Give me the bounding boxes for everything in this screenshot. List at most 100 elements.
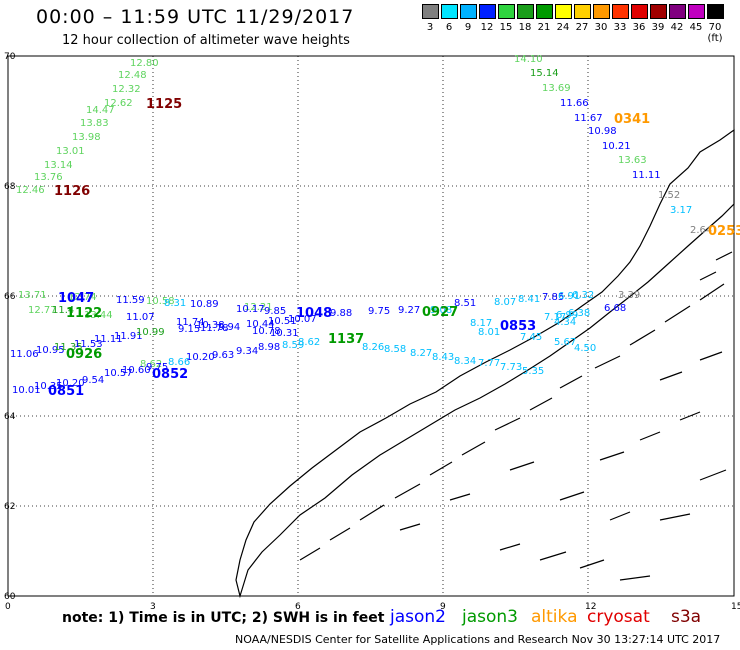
pass-time-label: 1122 (66, 306, 102, 321)
legend-label: 33 (613, 22, 627, 33)
wave-height-label: 10.89 (190, 299, 219, 310)
wave-height-label: 13.69 (542, 83, 571, 94)
wave-height-label: 12.46 (16, 185, 45, 196)
satellite-key-altika: altika (531, 607, 578, 627)
wave-height-label: 9.08 (430, 305, 452, 316)
wave-height-label: 13.44 (84, 310, 113, 321)
wave-height-label: 7.45 (520, 332, 542, 343)
y-tick-label: 68 (4, 182, 16, 192)
legend-swatch (555, 4, 572, 19)
wave-height-label: 4.50 (574, 343, 596, 354)
wave-height-label: 3.39 (618, 290, 640, 301)
wave-height-label: 9.27 (398, 305, 420, 316)
wave-height-label: 8.59 (282, 340, 304, 351)
legend-label: 45 (689, 22, 703, 33)
wave-height-label: 8.43 (432, 352, 454, 363)
map-frame (7, 55, 735, 597)
legend-swatch (422, 4, 439, 19)
wave-height-label: 8.62 (140, 359, 162, 370)
legend-label: 18 (518, 22, 532, 33)
satellite-key-jason2: jason2 (390, 607, 446, 627)
legend-swatch (707, 4, 724, 19)
wave-height-label: 10.17 (236, 304, 265, 315)
coastline-islands (399, 251, 733, 581)
legend-label: 9 (464, 22, 472, 33)
wave-height-label: 12.62 (104, 98, 133, 109)
y-tick-label: 70 (4, 52, 16, 62)
wave-height-label: 13.83 (80, 118, 109, 129)
wave-height-label: 11.4 (52, 305, 74, 316)
legend-swatch (631, 4, 648, 19)
y-tick-label: 64 (4, 412, 16, 422)
wave-height-label: 13.98 (72, 132, 101, 143)
x-tick-label: 6 (295, 602, 301, 612)
wave-height-label: 14.47 (86, 105, 115, 116)
wave-height-label: 6.99 (556, 310, 578, 321)
wave-height-label: 7.85 (542, 292, 564, 303)
coastline-main (235, 128, 735, 599)
coastline (235, 128, 735, 599)
wave-height-label: 13.01 (56, 146, 85, 157)
legend-label: 39 (651, 22, 665, 33)
wave-height-label: 10.07 (288, 314, 317, 325)
legend-label: 42 (670, 22, 684, 33)
wave-height-label: 11.06 (10, 349, 39, 360)
wave-height-label: 12.80 (130, 58, 159, 69)
legend-swatch (669, 4, 686, 19)
legend-label: 30 (594, 22, 608, 33)
satellite-key-s3a: s3a (671, 607, 702, 627)
wave-height-label: 8.98 (258, 342, 280, 353)
map-subtitle: 12 hour collection of altimeter wave hei… (62, 33, 350, 48)
pass-time-label: 0253 (708, 224, 740, 239)
wave-height-label: 8.31 (164, 298, 186, 309)
y-tick-label: 66 (4, 292, 16, 302)
pass-time-label: 0341 (614, 112, 650, 127)
pass-time-label: 1126 (54, 184, 90, 199)
wave-height-label: 8.51 (454, 298, 476, 309)
legend-label: 21 (537, 22, 551, 33)
wave-height-label: 10.95 (36, 345, 65, 356)
wave-height-label: 7.73 (500, 362, 522, 373)
legend-swatch (479, 4, 496, 19)
wave-height-label: 7.77 (478, 358, 500, 369)
legend-label: 27 (575, 22, 589, 33)
wave-height-label: 10.57 (104, 368, 133, 379)
wave-height-label: 10.01 (12, 385, 41, 396)
wave-height-label: 9.88 (330, 308, 352, 319)
wave-height-label: 9.85 (264, 306, 286, 317)
wave-height-label: 11.59 (116, 295, 145, 306)
wave-height-label: 10.35 (34, 381, 63, 392)
map-grid (8, 56, 734, 596)
wave-height-label: 11.78 (200, 323, 229, 334)
map-title: 00:00 – 11:59 UTC 11/29/2017 (36, 6, 355, 28)
wave-height-label: 11.11 (94, 334, 123, 345)
legend-label: 12 (480, 22, 494, 33)
satellite-key-cryosat: cryosat (587, 607, 650, 627)
wave-height-label: 10.44 (246, 319, 275, 330)
wave-height-label: 10.21 (602, 141, 631, 152)
wave-height-label: 11.07 (126, 312, 155, 323)
wave-height-label: 13.63 (618, 155, 647, 166)
wave-height-label: 8.26 (362, 342, 384, 353)
legend-swatch (498, 4, 515, 19)
x-tick-label: 12 (585, 602, 596, 612)
legend-swatch (517, 4, 534, 19)
wave-height-label: 8.62 (298, 337, 320, 348)
wave-height-label: 11.53 (74, 339, 103, 350)
pass-time-label: 0852 (152, 367, 188, 382)
legend-swatch (593, 4, 610, 19)
pass-time-label: 1125 (146, 97, 182, 112)
pass-time-label: 1137 (328, 332, 364, 347)
legend-label: 3 (426, 22, 434, 33)
credit-line: NOAA/NESDIS Center for Satellite Applica… (235, 633, 721, 646)
wave-height-label: 13.76 (34, 172, 63, 183)
y-tick-label: 62 (4, 502, 15, 512)
wave-height-label: 3.17 (670, 205, 692, 216)
pass-time-label: 0853 (500, 319, 536, 334)
wave-height-label: 11.74 (176, 317, 205, 328)
wave-height-label: 8.34 (454, 356, 476, 367)
legend-label: 15 (499, 22, 513, 33)
